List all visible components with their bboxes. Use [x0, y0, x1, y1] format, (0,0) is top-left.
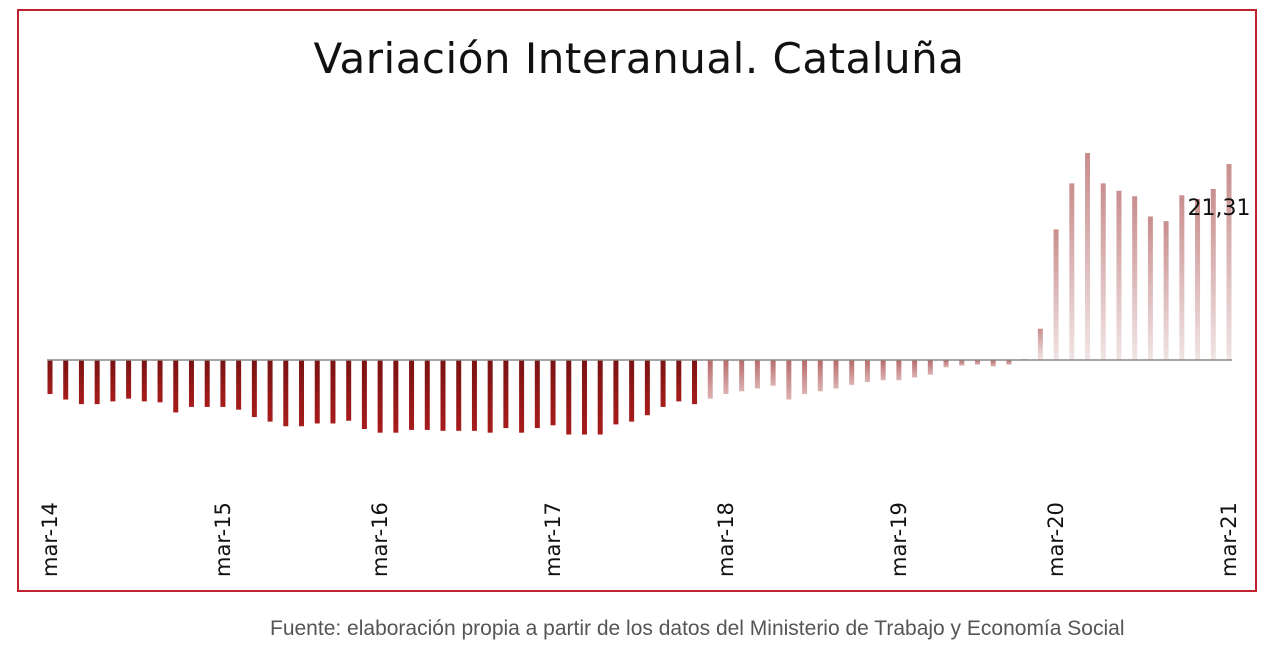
x-tick-label: mar-14 [38, 502, 62, 577]
x-tick-label: mar-16 [368, 502, 392, 577]
data-label: 21,31 [1188, 196, 1251, 221]
bar [581, 360, 587, 435]
x-tick-label: mar-21 [1217, 502, 1241, 577]
bar [1069, 183, 1075, 360]
bar [330, 360, 336, 424]
bar [424, 360, 430, 430]
bar [1210, 188, 1216, 360]
bar [550, 360, 556, 426]
source-note: Fuente: elaboración propia a partir de l… [270, 617, 1125, 640]
bar [990, 360, 996, 367]
bar [314, 360, 320, 424]
bar [1147, 216, 1153, 360]
x-tick-labels: mar-14 mar-15 mar-16 mar-17 mar-18 mar-19 mar-… [38, 502, 1241, 577]
bar [896, 360, 902, 381]
bar [770, 360, 776, 386]
bar [471, 360, 477, 431]
bar [1085, 153, 1091, 360]
bar [880, 360, 886, 381]
bar [220, 360, 226, 407]
bar [692, 360, 698, 405]
bar [802, 360, 808, 395]
bar [283, 360, 289, 427]
bar [927, 360, 933, 375]
bar [78, 360, 84, 405]
bar [613, 360, 619, 425]
bar [1132, 196, 1138, 360]
bar [440, 360, 446, 431]
bar [456, 360, 462, 431]
data-labels: 21,31 [1188, 196, 1251, 221]
bar [487, 360, 493, 433]
chart-frame [17, 9, 1257, 592]
bar [393, 360, 399, 433]
bar [833, 360, 839, 389]
bar [173, 360, 179, 413]
chart-title: Variación Interanual. Cataluña [313, 34, 965, 83]
bar [644, 360, 650, 416]
x-tick-label: mar-20 [1044, 502, 1068, 577]
bar [1179, 195, 1185, 360]
x-tick-label: mar-17 [541, 502, 565, 577]
bar [974, 360, 980, 365]
bar [236, 360, 242, 410]
bar [849, 360, 855, 385]
bar [817, 360, 823, 392]
bar [377, 360, 383, 433]
bar [267, 360, 273, 422]
bar [141, 360, 147, 402]
bar [204, 360, 210, 407]
bar [157, 360, 163, 403]
bar [47, 360, 53, 395]
bar [676, 360, 682, 402]
bar [519, 360, 525, 433]
bar [503, 360, 509, 429]
bar [1226, 163, 1232, 360]
bar [739, 360, 745, 392]
bar [110, 360, 116, 402]
bar [723, 360, 729, 395]
x-tick-label: mar-19 [887, 502, 911, 577]
bar [864, 360, 870, 383]
bar [959, 360, 965, 366]
bar [707, 360, 713, 399]
bars-group [47, 153, 1232, 435]
bar [660, 360, 666, 407]
bar [912, 360, 918, 378]
bar [299, 360, 305, 427]
x-tick-label: mar-18 [714, 502, 738, 577]
bar [346, 360, 352, 421]
bar [1037, 328, 1043, 360]
bar [754, 360, 760, 389]
bar [597, 360, 603, 435]
bar [943, 360, 949, 368]
bar [1195, 199, 1201, 360]
bar [1100, 183, 1106, 360]
bar [63, 360, 69, 400]
bar [566, 360, 572, 435]
bar [786, 360, 792, 400]
bar [251, 360, 257, 418]
bar [126, 360, 132, 399]
bar [1116, 190, 1122, 360]
bar [409, 360, 415, 430]
bar [94, 360, 100, 405]
bar [1053, 229, 1059, 360]
x-tick-label: mar-15 [211, 502, 235, 577]
bar [534, 360, 540, 429]
bar [361, 360, 367, 429]
bar [188, 360, 194, 407]
bar [629, 360, 635, 422]
bar [1163, 221, 1169, 360]
bar [1006, 360, 1012, 365]
